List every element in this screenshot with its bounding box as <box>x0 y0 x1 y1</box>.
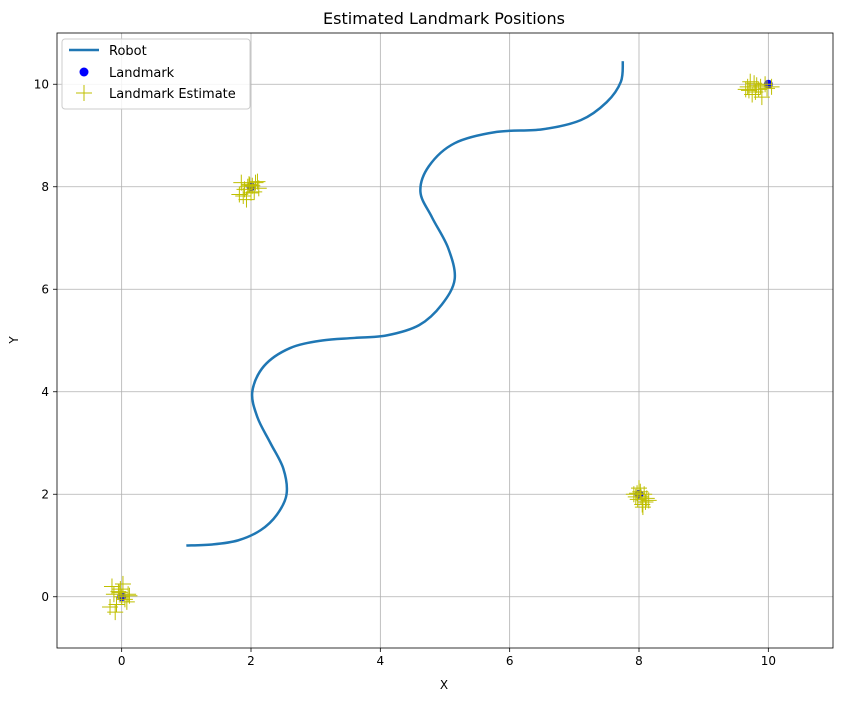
landmark-estimate-point <box>632 488 649 505</box>
chart-title: Estimated Landmark Positions <box>323 9 565 28</box>
landmark-estimate-point <box>108 596 125 613</box>
landmark-estimate-point <box>244 177 261 194</box>
landmark-estimate-point <box>235 187 252 204</box>
y-tick-label: 0 <box>41 590 49 604</box>
landmark-estimate-point <box>233 174 250 191</box>
y-axis-label: Y <box>7 336 21 345</box>
y-tick-label: 2 <box>41 487 49 501</box>
landmark-estimate-point <box>114 575 131 592</box>
robot-trajectory-line <box>186 61 625 547</box>
y-tick-label: 4 <box>41 385 49 399</box>
legend: Robot Landmark Landmark Estimate <box>61 38 251 110</box>
legend-estimate-marker <box>76 85 92 101</box>
landmark-estimate-point <box>239 178 256 195</box>
y-tick-label: 6 <box>41 282 49 296</box>
y-tick-label: 10 <box>34 77 49 91</box>
landmark-estimate-point <box>739 78 756 95</box>
x-tick-label: 2 <box>247 654 255 668</box>
landmark-estimate-point <box>241 177 258 194</box>
landmark-estimate-point <box>118 593 135 610</box>
landmark-estimate-point <box>103 578 120 595</box>
landmark-estimate-point <box>753 89 770 106</box>
landmark-estimate-point <box>121 587 138 604</box>
legend-robot-label: Robot <box>109 44 147 59</box>
plot-frame <box>56 32 834 649</box>
landmark-estimate-point <box>238 191 255 208</box>
x-axis-label: X <box>440 678 448 692</box>
legend-frame <box>61 38 251 110</box>
landmark-estimate-point <box>763 78 780 95</box>
legend-estimate-label: Landmark Estimate <box>109 87 236 102</box>
landmark-estimate-point <box>111 584 128 601</box>
landmark-estimate-point <box>629 485 646 502</box>
landmark-estimate-point <box>102 599 119 615</box>
x-tick-label: 4 <box>377 654 385 668</box>
y-tick-label: 8 <box>41 180 49 194</box>
axis-ticks: 0 2 4 6 8 10 0 2 4 6 8 10 <box>34 77 776 668</box>
x-tick-label: 0 <box>118 654 126 668</box>
landmark-estimate-point <box>740 82 757 99</box>
x-tick-label: 6 <box>506 654 514 668</box>
grid <box>57 33 833 648</box>
legend-landmark-marker <box>79 67 89 77</box>
x-tick-label: 10 <box>761 654 776 668</box>
landmark-estimate-point <box>634 499 651 516</box>
plot-area <box>102 61 780 621</box>
landmark-estimate-point <box>759 80 776 97</box>
landmark-estimate-point <box>634 496 651 513</box>
landmark-estimate-point <box>750 81 767 98</box>
landmark-estimate-point <box>243 184 259 201</box>
legend-landmark-label: Landmark <box>109 66 175 81</box>
x-tick-label: 8 <box>635 654 643 668</box>
